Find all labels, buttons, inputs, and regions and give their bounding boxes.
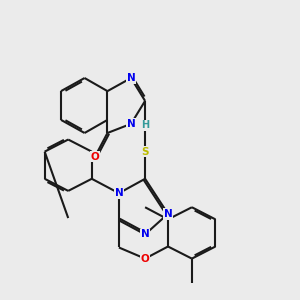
Text: N: N [127, 119, 135, 129]
Text: S: S [141, 147, 149, 157]
Text: H: H [141, 121, 149, 130]
Text: N: N [164, 209, 172, 219]
Text: O: O [91, 152, 99, 161]
Text: N: N [127, 73, 135, 83]
Text: N: N [115, 188, 123, 198]
Text: O: O [141, 254, 149, 264]
Text: N: N [141, 230, 149, 239]
